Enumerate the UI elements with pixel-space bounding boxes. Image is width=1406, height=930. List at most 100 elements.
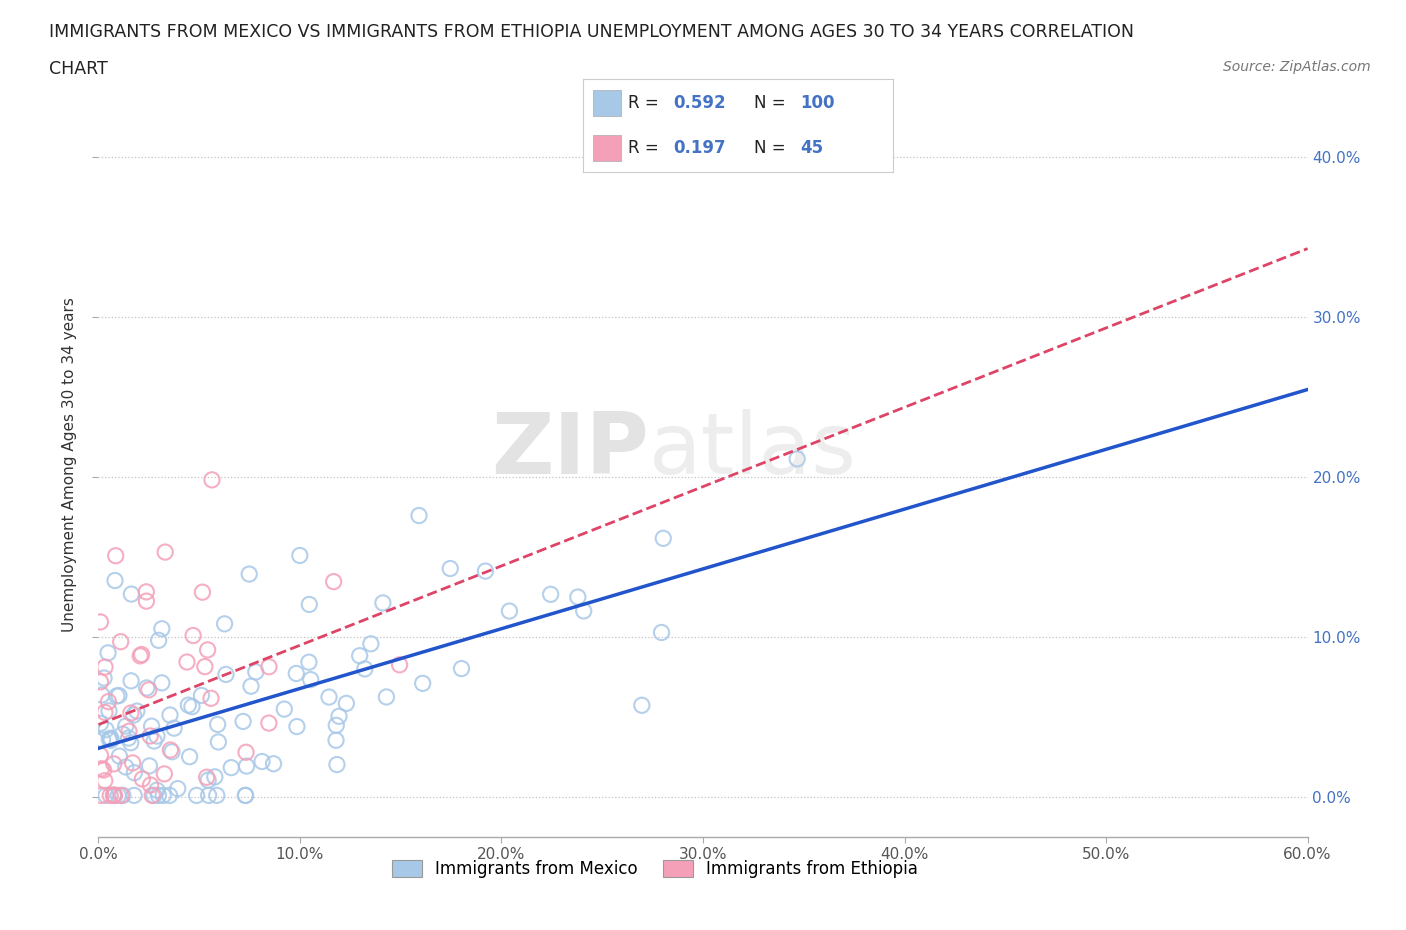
Point	[125, 704, 148, 719]
Point	[651, 625, 673, 640]
Point	[159, 708, 181, 723]
Point	[439, 561, 461, 576]
Point	[288, 548, 311, 563]
Point	[98, 788, 121, 803]
Point	[124, 765, 146, 780]
Point	[567, 590, 589, 604]
Point	[139, 728, 162, 743]
Point	[146, 729, 169, 744]
Point	[94, 705, 117, 720]
Point	[146, 783, 169, 798]
Point	[148, 788, 170, 803]
Point	[89, 748, 111, 763]
Point	[129, 648, 152, 663]
Point	[299, 672, 322, 687]
Point	[122, 788, 145, 803]
Point	[90, 788, 112, 803]
Point	[103, 788, 125, 803]
Text: atlas: atlas	[648, 408, 856, 492]
Point	[114, 719, 136, 734]
Point	[159, 788, 181, 803]
Point	[110, 788, 132, 803]
Point	[141, 788, 163, 803]
Point	[257, 716, 280, 731]
Text: N =: N =	[754, 139, 785, 157]
Point	[214, 617, 236, 631]
Point	[298, 655, 321, 670]
Point	[121, 755, 143, 770]
Point	[238, 566, 260, 581]
Point	[89, 716, 111, 731]
Point	[142, 788, 165, 803]
Point	[630, 698, 652, 712]
FancyBboxPatch shape	[593, 90, 620, 116]
Point	[335, 696, 357, 711]
Point	[179, 750, 201, 764]
Point	[326, 757, 349, 772]
Point	[371, 595, 394, 610]
Point	[235, 788, 257, 803]
Point	[94, 773, 117, 788]
Point	[141, 719, 163, 734]
Point	[100, 733, 122, 748]
Point	[97, 694, 120, 709]
Point	[285, 666, 308, 681]
Point	[110, 634, 132, 649]
FancyBboxPatch shape	[593, 135, 620, 161]
Text: R =: R =	[628, 139, 659, 157]
Point	[122, 708, 145, 723]
Point	[195, 770, 218, 785]
Point	[91, 733, 114, 748]
Point	[118, 724, 141, 738]
Point	[450, 661, 472, 676]
Point	[186, 788, 208, 803]
Text: ZIP: ZIP	[491, 408, 648, 492]
Point	[148, 633, 170, 648]
Point	[349, 648, 371, 663]
Point	[107, 788, 129, 803]
Point	[190, 688, 212, 703]
Point	[200, 691, 222, 706]
Point	[197, 773, 219, 788]
Point	[139, 777, 162, 792]
Text: CHART: CHART	[49, 60, 108, 78]
Point	[652, 531, 675, 546]
Point	[103, 788, 125, 803]
Point	[150, 621, 173, 636]
Point	[375, 689, 398, 704]
Point	[176, 655, 198, 670]
Point	[135, 593, 157, 608]
Point	[540, 587, 562, 602]
Point	[194, 659, 217, 674]
Point	[328, 709, 350, 724]
Point	[257, 659, 280, 674]
Text: IMMIGRANTS FROM MEXICO VS IMMIGRANTS FROM ETHIOPIA UNEMPLOYMENT AMONG AGES 30 TO: IMMIGRANTS FROM MEXICO VS IMMIGRANTS FRO…	[49, 23, 1135, 41]
Point	[360, 636, 382, 651]
Text: 45: 45	[800, 139, 823, 157]
Point	[263, 756, 285, 771]
Point	[160, 744, 183, 759]
Point	[250, 754, 273, 769]
Point	[150, 675, 173, 690]
Text: N =: N =	[754, 94, 785, 113]
Point	[94, 659, 117, 674]
Point	[153, 766, 176, 781]
Point	[215, 667, 238, 682]
Point	[135, 681, 157, 696]
Point	[93, 671, 115, 685]
Point	[498, 604, 520, 618]
Point	[143, 734, 166, 749]
Point	[152, 788, 174, 803]
Point	[235, 759, 257, 774]
Point	[197, 788, 219, 803]
Point	[100, 731, 122, 746]
Point	[240, 679, 263, 694]
Point	[94, 788, 117, 803]
Point	[138, 759, 160, 774]
Point	[89, 674, 111, 689]
Point	[197, 643, 219, 658]
Point	[98, 732, 121, 747]
Point	[131, 772, 153, 787]
Point	[235, 745, 257, 760]
Point	[232, 714, 254, 729]
